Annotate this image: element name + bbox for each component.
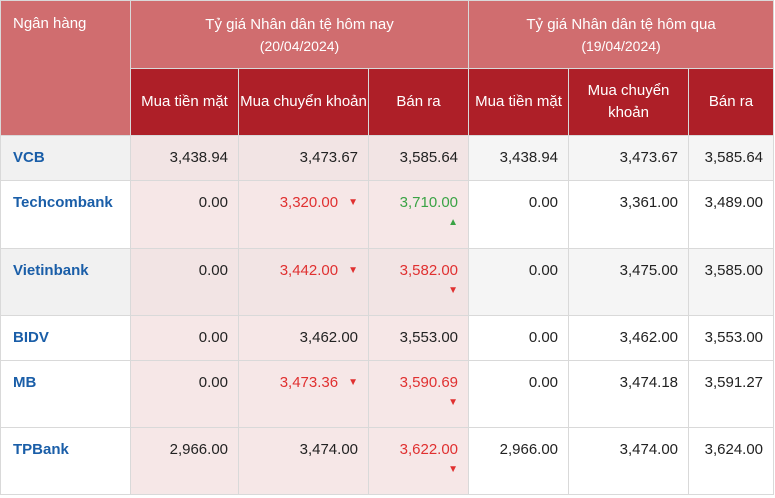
today-sell-header: Bán ra (367, 68, 470, 136)
rate-value: 3,474.00 (299, 441, 358, 458)
rate-value: 3,438.94 (169, 149, 228, 166)
yesterday-sell-cell: 3,585.64 (688, 135, 775, 181)
arrow-down-icon: ▼ (448, 397, 459, 408)
yesterday-transfer-buy-cell: 3,474.18 (568, 360, 690, 428)
yesterday-sell-cell: 3,553.00 (688, 315, 775, 361)
yesterday-transfer-buy-cell: 3,474.00 (568, 427, 690, 495)
bank-name[interactable]: BIDV (0, 315, 131, 361)
yesterday-cash-buy-cell: 0.00 (468, 315, 570, 361)
rate-value: 3,622.00 (399, 441, 459, 458)
table-row: MB 0.00 3,473.36 ▼ 3,590.69 ▼ 0.00 3,474.18 3,59… (0, 360, 775, 428)
today-cash-buy-cell: 2,966.00 (130, 427, 239, 495)
rate-value: 3,442.00 (279, 262, 339, 279)
today-date: (20/04/2024) (259, 37, 340, 54)
bank-name[interactable]: Techcombank (0, 180, 131, 249)
rate-value: 2,966.00 (169, 441, 228, 458)
today-title: Tỷ giá Nhân dân tệ hôm nay (205, 15, 394, 33)
today-transfer-buy-cell: 3,442.00 ▼ (238, 248, 369, 316)
rate-value: 3,582.00 (399, 262, 459, 279)
bank-name[interactable]: MB (0, 360, 131, 428)
today-cash-buy-cell: 0.00 (130, 248, 239, 316)
today-cash-buy-cell: 0.00 (130, 180, 239, 249)
today-transfer-buy-cell: 3,320.00 ▼ (238, 180, 369, 249)
yesterday-cash-buy-cell: 0.00 (468, 360, 570, 428)
arrow-down-icon: ▼ (448, 464, 459, 475)
yesterday-cash-buy-cell: 0.00 (468, 180, 570, 249)
table-row: Techcombank 0.00 3,320.00 ▼ 3,710.00 ▲ 0.00 3,3… (0, 180, 775, 249)
today-group-header: Tỷ giá Nhân dân tệ hôm nay (20/04/2024) (129, 0, 470, 69)
yesterday-date: (19/04/2024) (581, 37, 661, 54)
bank-column-header: Ngân hàng (0, 0, 131, 136)
rate-value: 3,462.00 (299, 329, 358, 346)
today-sell-cell: 3,590.69 ▼ (367, 360, 470, 428)
today-transfer-buy-cell: 3,462.00 (238, 315, 369, 361)
rate-value: 0.00 (198, 262, 228, 279)
yesterday-transfer-buy-cell: 3,473.67 (568, 135, 690, 181)
rate-value: 3,590.69 (399, 374, 459, 391)
yesterday-transfer-buy-cell: 3,361.00 (568, 180, 690, 249)
rate-value: 0.00 (198, 329, 228, 346)
yesterday-sell-header: Bán ra (688, 68, 775, 136)
today-sell-cell: 3,622.00 ▼ (367, 427, 470, 495)
today-sell-cell: 3,585.64 (367, 135, 470, 181)
arrow-down-icon: ▼ (348, 264, 358, 276)
rate-value: 3,585.64 (399, 149, 459, 166)
arrow-down-icon: ▼ (348, 376, 358, 388)
arrow-down-icon: ▼ (448, 285, 459, 296)
yesterday-transfer-buy-cell: 3,462.00 (568, 315, 690, 361)
today-transfer-buy-cell: 3,473.36 ▼ (238, 360, 369, 428)
table-row: TPBank 2,966.00 3,474.00 3,622.00 ▼ 2,966.00 3… (0, 427, 775, 495)
yesterday-cash-buy-cell: 3,438.94 (468, 135, 570, 181)
yesterday-title: Tỷ giá Nhân dân tệ hôm qua (526, 15, 716, 33)
rate-value: 3,320.00 (279, 194, 339, 211)
today-cash-buy-cell: 0.00 (130, 360, 239, 428)
today-transfer-buy-header: Mua chuyển khoản (238, 68, 369, 136)
yesterday-sell-cell: 3,489.00 (688, 180, 775, 249)
yesterday-cash-buy-cell: 0.00 (468, 248, 570, 316)
table-row: Vietinbank 0.00 3,442.00 ▼ 3,582.00 ▼ 0.00 3,47… (0, 248, 775, 316)
rate-rows: VCB 3,438.94 3,473.67 3,585.64 3,438.94 3,473… (0, 135, 775, 495)
bank-name[interactable]: TPBank (0, 427, 131, 495)
today-sell-cell: 3,710.00 ▲ (367, 180, 470, 249)
today-sell-cell: 3,553.00 (367, 315, 470, 361)
yesterday-transfer-buy-header: Mua chuyển khoản (568, 68, 690, 136)
yesterday-sell-cell: 3,624.00 (688, 427, 775, 495)
table-row: BIDV 0.00 3,462.00 3,553.00 0.00 3,462.00 3,55… (0, 315, 775, 361)
today-transfer-buy-cell: 3,474.00 (238, 427, 369, 495)
today-cash-buy-cell: 3,438.94 (130, 135, 239, 181)
rate-value: 3,473.36 (279, 374, 339, 391)
rate-value: 0.00 (198, 374, 228, 391)
rate-value: 3,710.00 (399, 194, 459, 211)
today-transfer-buy-cell: 3,473.67 (238, 135, 369, 181)
rate-value: 3,473.67 (299, 149, 358, 166)
rate-value: 3,553.00 (399, 329, 459, 346)
yesterday-sell-cell: 3,591.27 (688, 360, 775, 428)
yesterday-transfer-buy-cell: 3,475.00 (568, 248, 690, 316)
bank-name[interactable]: VCB (0, 135, 131, 181)
arrow-down-icon: ▼ (348, 196, 358, 208)
yesterday-sell-cell: 3,585.00 (688, 248, 775, 316)
rate-value: 0.00 (198, 194, 228, 211)
today-cash-buy-cell: 0.00 (130, 315, 239, 361)
table-row: VCB 3,438.94 3,473.67 3,585.64 3,438.94 3,473… (0, 135, 775, 181)
today-cash-buy-header: Mua tiền mặt (130, 68, 239, 136)
yesterday-group-header: Tỷ giá Nhân dân tệ hôm qua (19/04/2024) (468, 0, 775, 69)
bank-name[interactable]: Vietinbank (0, 248, 131, 316)
yesterday-cash-buy-cell: 2,966.00 (468, 427, 570, 495)
yesterday-cash-buy-header: Mua tiền mặt (468, 68, 570, 136)
today-sell-cell: 3,582.00 ▼ (367, 248, 470, 316)
arrow-up-icon: ▲ (448, 217, 459, 228)
